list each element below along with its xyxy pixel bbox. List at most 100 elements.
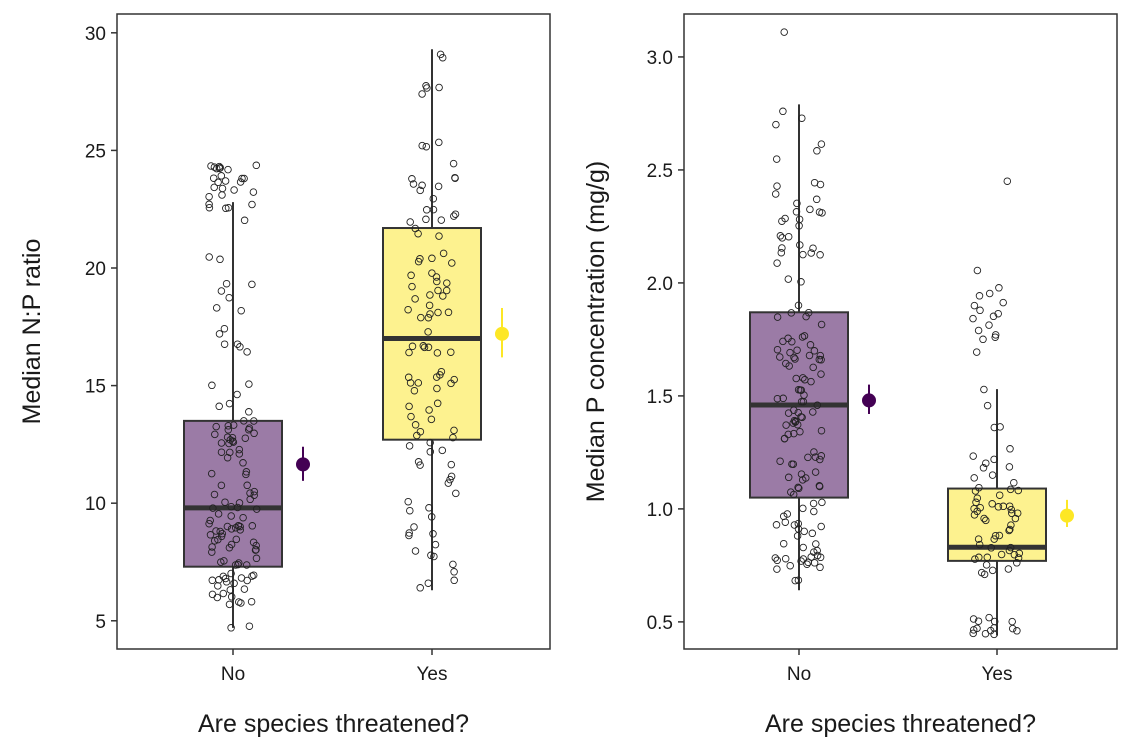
data-point [773,259,781,267]
data-point [772,155,781,163]
data-point [434,308,442,317]
data-point [229,421,238,429]
data-point [811,453,820,461]
data-point [780,434,789,443]
data-point [240,417,248,425]
x-tick-label: Yes [982,664,1013,685]
data-point [802,312,810,321]
data-point [241,434,250,442]
data-point [211,430,219,439]
data-point [983,553,992,562]
data-point [426,438,434,447]
mean-point-no [296,457,310,472]
data-point [804,453,812,462]
data-point [990,535,998,543]
data-point [217,532,226,541]
data-point [791,576,799,585]
data-point [235,598,243,606]
data-point [980,514,988,523]
data-point [210,537,219,545]
data-point [439,249,448,258]
data-point [982,516,990,525]
data-point [248,522,257,530]
data-point [407,271,415,280]
data-point [242,470,250,479]
data-point [221,498,229,506]
data-point [780,28,788,36]
data-point [240,216,249,225]
data-point [436,371,444,379]
data-point [406,379,415,387]
data-point [1005,463,1014,471]
data-point [784,473,793,482]
data-point [794,519,803,528]
data-point [408,342,417,351]
data-point [784,275,793,283]
data-point [239,513,247,522]
data-point [773,565,781,573]
data-point [793,532,802,540]
data-point [408,282,416,291]
x-axis-title: Are species threatened? [765,710,1036,738]
data-point [818,498,826,507]
data-point [988,566,997,575]
data-point [1010,478,1018,487]
data-point [416,461,424,469]
data-point [784,430,793,439]
data-point [797,470,806,478]
data-point [812,540,820,548]
data-point [447,460,456,469]
data-point [205,519,213,528]
data-point [1008,509,1016,518]
data-point [973,624,981,633]
data-point [418,141,426,150]
data-point [411,547,420,555]
box-yes [947,487,1047,562]
data-point [426,310,434,318]
data-point [236,178,245,186]
data-point [816,351,825,360]
data-point [1005,526,1013,535]
data-point [790,521,799,529]
data-point [414,458,423,466]
data-point [976,306,984,315]
data-point [816,180,825,189]
data-point [970,301,979,310]
data-point [810,507,818,516]
data-point [975,540,984,549]
data-point [781,554,790,563]
data-point [208,576,217,585]
data-point [977,568,986,577]
data-point [816,251,824,259]
data-point [999,502,1008,511]
data-point [243,481,251,490]
data-point [226,436,235,444]
data-point [798,333,807,341]
data-point [215,576,223,584]
data-point [225,439,233,448]
data-point [418,181,426,190]
data-point [807,377,815,386]
data-point [427,415,436,424]
data-point [213,593,222,602]
data-point [417,313,425,322]
data-point [405,529,413,537]
data-point [217,439,226,447]
data-point [245,380,253,388]
data-point [777,248,786,257]
data-point [809,244,817,252]
data-point [406,218,414,226]
data-point [782,359,790,368]
data-point [223,522,232,531]
data-point [249,571,258,579]
data-point [233,340,242,348]
data-point [411,295,419,303]
data-point [985,289,994,298]
data-point [1004,565,1013,573]
data-point [428,269,436,277]
data-point [433,399,442,408]
data-point [433,384,441,393]
data-point [985,613,993,622]
data-point [437,216,446,224]
